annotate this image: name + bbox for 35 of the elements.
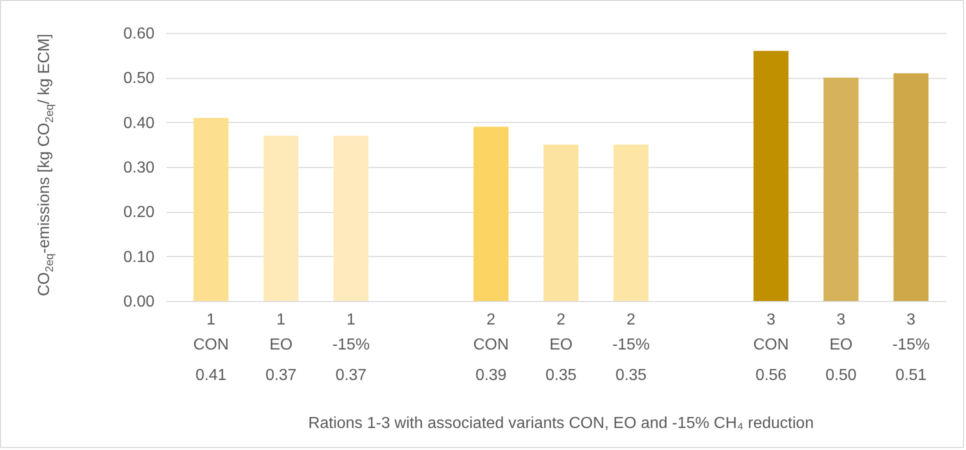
y-tick-label: 0.00 xyxy=(123,294,155,310)
data-label: 0.37 xyxy=(335,367,367,384)
bar xyxy=(614,144,648,301)
x-tick-label: 2 CON xyxy=(473,312,509,354)
data-label: 0.39 xyxy=(475,367,507,384)
y-tick-label: 0.40 xyxy=(123,114,155,132)
data-label: 0.50 xyxy=(825,367,857,384)
x-tick-label: 1 -15% xyxy=(332,312,370,354)
bar xyxy=(194,118,228,301)
data-label: 0.35 xyxy=(615,367,647,384)
x-tick-label: 3 -15% xyxy=(892,312,930,354)
data-label: 0.35 xyxy=(545,367,577,384)
x-tick-label: 1 CON xyxy=(193,312,229,354)
x-tick-label: 2 EO xyxy=(549,312,573,354)
data-label: 0.41 xyxy=(195,367,227,384)
bar xyxy=(754,50,788,301)
x-tick-label: 3 CON xyxy=(753,312,789,354)
data-label: 0.37 xyxy=(265,367,297,384)
y-tick-label: 0.20 xyxy=(123,204,155,222)
bar xyxy=(824,78,858,301)
x-tick-label: 1 EO xyxy=(269,312,293,354)
bar xyxy=(264,136,298,301)
x-axis-title: Rations 1-3 with associated variants CON, EO and -15% CH₄ reduction xyxy=(308,415,814,433)
data-label: 0.51 xyxy=(895,367,927,384)
bar xyxy=(544,144,578,301)
data-label: 0.56 xyxy=(755,367,787,384)
y-tick-label: 0.60 xyxy=(123,26,155,42)
x-tick-label: 3 EO xyxy=(829,312,853,354)
bar xyxy=(334,136,368,301)
y-tick-label: 0.30 xyxy=(123,160,155,176)
y-tick-label: 0.50 xyxy=(123,70,155,88)
bar xyxy=(474,126,508,301)
y-tick-label: 0.10 xyxy=(123,248,155,266)
bar xyxy=(894,73,928,301)
x-tick-label: 2 -15% xyxy=(612,312,650,354)
